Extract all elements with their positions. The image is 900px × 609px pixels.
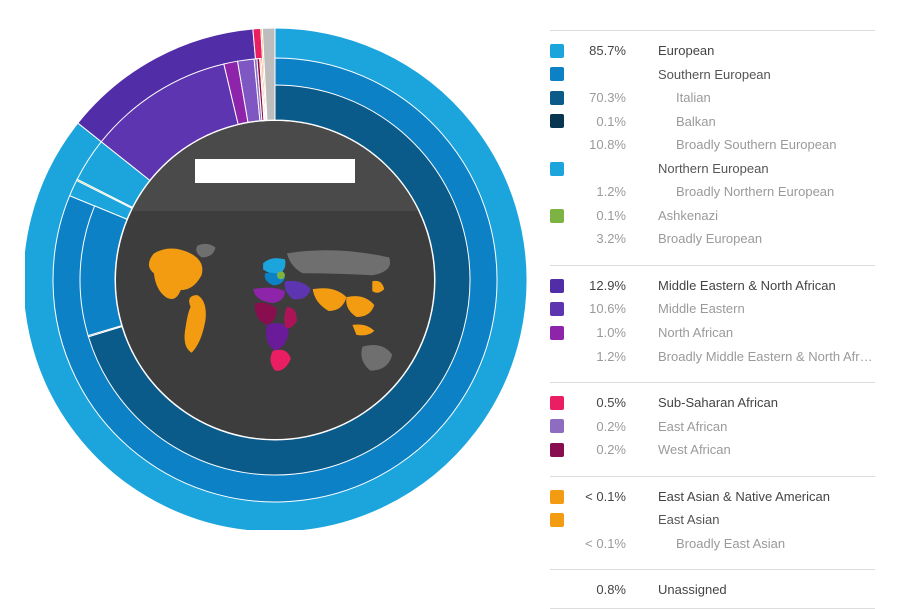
ancestry-legend: 85.7% European Southern European 70.3% Itali… (540, 0, 900, 537)
legend-pct: 0.1% (574, 113, 626, 131)
legend-row[interactable]: 1.0% North African (550, 321, 875, 345)
legend-group: 0.8% Unassigned (550, 569, 875, 609)
legend-group: 85.7% European Southern European 70.3% Itali… (550, 30, 875, 265)
legend-label: Balkan (658, 113, 875, 131)
legend-row[interactable]: 85.7% European (550, 39, 875, 63)
legend-row[interactable]: 1.2% Broadly Middle Eastern & North Afri… (550, 345, 875, 369)
legend-swatch (550, 209, 564, 223)
legend-row[interactable]: 3.2% Broadly European (550, 227, 875, 251)
legend-row[interactable]: 0.2% East African (550, 415, 875, 439)
legend-label: Sub-Saharan African (658, 394, 875, 412)
legend-pct: 0.1% (574, 207, 626, 225)
legend-label: East Asian & Native American (658, 488, 875, 506)
legend-row[interactable]: 0.8% Unassigned (550, 578, 875, 602)
legend-pct: 12.9% (574, 277, 626, 295)
legend-row[interactable]: 0.2% West African (550, 438, 875, 462)
legend-swatch (550, 419, 564, 433)
legend-row[interactable]: 70.3% Italian (550, 86, 875, 110)
legend-label: Broadly Northern European (658, 183, 875, 201)
world-map-svg (136, 221, 414, 409)
legend-pct: 70.3% (574, 89, 626, 107)
legend-label: West African (658, 441, 875, 459)
legend-label: Broadly Middle Eastern & North Afri… (658, 348, 875, 366)
legend-pct: 0.2% (574, 418, 626, 436)
legend-label: Broadly Southern European (658, 136, 875, 154)
legend-row[interactable]: Southern European (550, 63, 875, 87)
legend-label: East Asian (658, 511, 875, 529)
legend-pct: < 0.1% (574, 488, 626, 506)
legend-swatch (550, 162, 564, 176)
legend-swatch (550, 326, 564, 340)
legend-swatch (550, 513, 564, 527)
legend-row[interactable]: 0.1% Balkan (550, 110, 875, 134)
legend-pct: 10.6% (574, 300, 626, 318)
legend-pct: 10.8% (574, 136, 626, 154)
legend-swatch (550, 279, 564, 293)
legend-label: North African (658, 324, 875, 342)
legend-label: Southern European (658, 66, 875, 84)
legend-row[interactable]: 0.1% Ashkenazi (550, 204, 875, 228)
legend-label: Broadly European (658, 230, 875, 248)
legend-swatch (550, 114, 564, 128)
legend-pct: 0.5% (574, 394, 626, 412)
legend-swatch (550, 490, 564, 504)
legend-label: Italian (658, 89, 875, 107)
legend-row[interactable]: East Asian (550, 508, 875, 532)
legend-row[interactable]: < 0.1% East Asian & Native American (550, 485, 875, 509)
legend-label: Broadly East Asian (658, 535, 875, 553)
chart-center-panel (116, 121, 434, 439)
legend-pct: 1.2% (574, 183, 626, 201)
legend-pct: 1.2% (574, 348, 626, 366)
legend-label: Middle Eastern (658, 300, 875, 318)
legend-group: 12.9% Middle Eastern & North African 10.6%… (550, 265, 875, 382)
legend-swatch (550, 67, 564, 81)
legend-pct: < 0.1% (574, 535, 626, 553)
chart-center-label-box (195, 159, 355, 183)
legend-pct: 1.0% (574, 324, 626, 342)
legend-pct: 0.8% (574, 581, 626, 599)
legend-row[interactable]: Northern European (550, 157, 875, 181)
legend-row[interactable]: 1.2% Broadly Northern European (550, 180, 875, 204)
legend-row[interactable]: 12.9% Middle Eastern & North African (550, 274, 875, 298)
legend-label: Unassigned (658, 581, 875, 599)
world-map (136, 221, 414, 409)
legend-label: Middle Eastern & North African (658, 277, 875, 295)
legend-pct: 3.2% (574, 230, 626, 248)
ancestry-donut-chart (0, 0, 540, 537)
legend-label: East African (658, 418, 875, 436)
legend-swatch (550, 302, 564, 316)
legend-group: < 0.1% East Asian & Native American East A… (550, 476, 875, 570)
legend-row[interactable]: 10.6% Middle Eastern (550, 297, 875, 321)
legend-group: 0.5%Sub-Saharan African0.2%East African0… (550, 382, 875, 476)
legend-swatch (550, 91, 564, 105)
legend-swatch (550, 44, 564, 58)
legend-row[interactable]: 0.5% Sub-Saharan African (550, 391, 875, 415)
legend-row[interactable]: 10.8% Broadly Southern European (550, 133, 875, 157)
legend-label: Northern European (658, 160, 875, 178)
legend-swatch (550, 396, 564, 410)
legend-swatch (550, 443, 564, 457)
legend-pct: 0.2% (574, 441, 626, 459)
legend-row[interactable]: < 0.1% Broadly East Asian (550, 532, 875, 556)
legend-label: Ashkenazi (658, 207, 875, 225)
legend-pct: 85.7% (574, 42, 626, 60)
legend-label: European (658, 42, 875, 60)
